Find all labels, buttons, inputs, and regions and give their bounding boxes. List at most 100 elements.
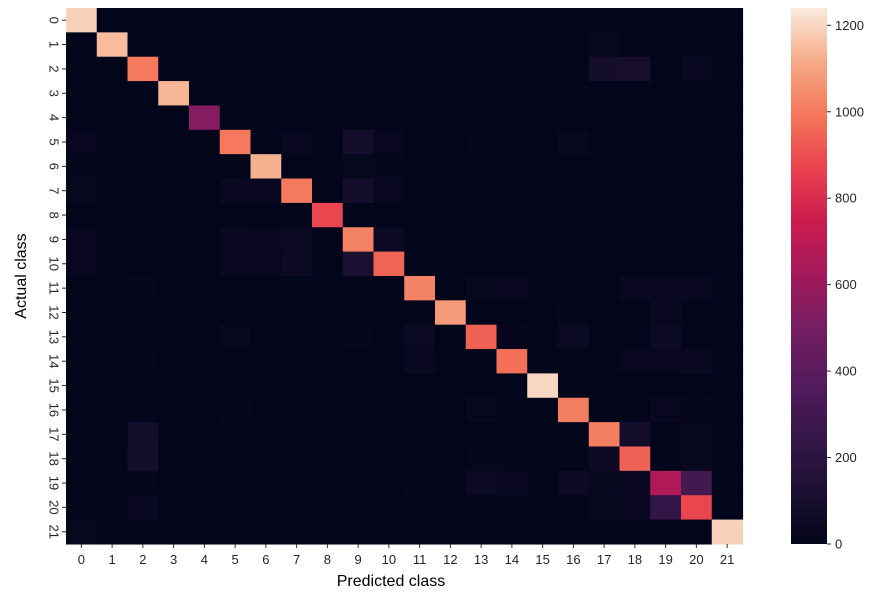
- y-tick-label: 18: [46, 451, 61, 465]
- heatmap-cell-9-11: [404, 227, 436, 253]
- heatmap-cell-5-12: [435, 129, 467, 155]
- heatmap-cell-17-12: [435, 422, 467, 448]
- heatmap-cell-21-14: [496, 519, 528, 545]
- heatmap-cell-6-13: [465, 154, 498, 180]
- heatmap-cell-21-5: [219, 519, 252, 545]
- heatmap-cell-9-8: [312, 227, 344, 253]
- heatmap-cell-1-15: [527, 32, 559, 58]
- heatmap-cell-6-11: [404, 154, 436, 180]
- heatmap-cell-8-3: [158, 202, 190, 228]
- heatmap-cell-15-10: [373, 373, 405, 399]
- heatmap-cell-7-19: [650, 178, 682, 204]
- heatmap-cell-4-5: [219, 105, 252, 131]
- heatmap-cell-6-17: [588, 154, 621, 180]
- heatmap-cell-21-1: [96, 519, 129, 545]
- heatmap-cell-17-15: [527, 422, 559, 448]
- heatmap-cell-15-2: [127, 373, 159, 399]
- heatmap-cell-5-4: [189, 129, 221, 155]
- heatmap-cell-10-9: [342, 251, 375, 277]
- heatmap-cell-11-2: [127, 275, 159, 301]
- heatmap-cell-6-1: [96, 154, 129, 180]
- heatmap-cell-9-18: [619, 227, 651, 253]
- heatmap-cell-9-13: [465, 227, 498, 253]
- heatmap-cell-1-3: [158, 32, 190, 58]
- heatmap-cell-17-20: [681, 422, 713, 448]
- heatmap-cell-0-18: [619, 8, 651, 33]
- heatmap-cell-7-10: [373, 178, 405, 204]
- heatmap-cell-13-17: [588, 324, 621, 350]
- heatmap-cell-16-18: [619, 397, 651, 423]
- heatmap-cell-9-0: [66, 227, 98, 253]
- heatmap-cell-5-7: [281, 129, 313, 155]
- heatmap-cell-21-2: [127, 519, 159, 545]
- heatmap-cell-3-1: [96, 81, 129, 107]
- heatmap-cell-14-5: [219, 349, 252, 374]
- heatmap-cell-2-4: [189, 56, 221, 82]
- heatmap-cell-15-1: [96, 373, 129, 399]
- heatmap-cell-15-9: [342, 373, 375, 399]
- heatmap-cell-11-8: [312, 275, 344, 301]
- heatmap-cell-3-7: [281, 81, 313, 107]
- heatmap-cell-20-6: [250, 495, 282, 521]
- heatmap-cell-6-14: [496, 154, 528, 180]
- heatmap-cell-6-4: [189, 154, 221, 180]
- heatmap-cell-11-10: [373, 275, 405, 301]
- heatmap-cell-0-7: [281, 8, 313, 33]
- heatmap-cell-15-11: [404, 373, 436, 399]
- heatmap-cell-7-5: [219, 178, 252, 204]
- heatmap-cell-8-5: [219, 202, 252, 228]
- heatmap-cell-13-19: [650, 324, 682, 350]
- heatmap-cell-10-15: [527, 251, 559, 277]
- heatmap-cell-1-7: [281, 32, 313, 58]
- heatmap-cell-10-13: [465, 251, 498, 277]
- heatmap-cell-1-16: [558, 32, 590, 58]
- heatmap-cell-5-20: [681, 129, 713, 155]
- heatmap-cell-5-9: [342, 129, 375, 155]
- heatmap-cell-11-7: [281, 275, 313, 301]
- heatmap-cell-0-1: [96, 8, 129, 33]
- colorbar-tick-label: 200: [835, 450, 857, 465]
- heatmap-cell-2-8: [312, 56, 344, 82]
- x-tick-label: 21: [720, 552, 734, 567]
- heatmap-cell-0-12: [435, 8, 467, 33]
- heatmap-cell-18-3: [158, 446, 190, 472]
- heatmap-cell-1-5: [219, 32, 252, 58]
- heatmap-cell-4-15: [527, 105, 559, 131]
- heatmap-cell-0-2: [127, 8, 159, 33]
- heatmap-cell-12-20: [681, 300, 713, 326]
- heatmap-cell-13-15: [527, 324, 559, 350]
- heatmap-cell-4-13: [465, 105, 498, 131]
- heatmap-cell-21-20: [681, 519, 713, 545]
- x-tick-label: 12: [443, 552, 457, 567]
- heatmap-cell-19-9: [342, 470, 375, 496]
- heatmap-cell-16-2: [127, 397, 159, 423]
- heatmap-cell-6-18: [619, 154, 651, 180]
- heatmap-cell-17-5: [219, 422, 252, 448]
- heatmap-cell-4-12: [435, 105, 467, 131]
- heatmap-cell-12-0: [66, 300, 98, 326]
- heatmap-cell-18-5: [219, 446, 252, 472]
- heatmap-cell-9-12: [435, 227, 467, 253]
- heatmap-cell-9-9: [342, 227, 375, 253]
- heatmap-cell-12-6: [250, 300, 282, 326]
- heatmap-cell-8-21: [711, 202, 744, 228]
- heatmap-cell-21-11: [404, 519, 436, 545]
- heatmap-cell-3-10: [373, 81, 405, 107]
- heatmap-cell-18-21: [711, 446, 744, 472]
- heatmap-cell-9-19: [650, 227, 682, 253]
- heatmap-cell-17-17: [588, 422, 621, 448]
- heatmap-cell-16-1: [96, 397, 129, 423]
- heatmap-cell-18-2: [127, 446, 159, 472]
- x-tick-label: 16: [566, 552, 580, 567]
- heatmap-cell-6-6: [250, 154, 282, 180]
- heatmap-cell-14-11: [404, 349, 436, 374]
- heatmap-cell-17-10: [373, 422, 405, 448]
- heatmap-cell-8-0: [66, 202, 98, 228]
- heatmap-cell-4-9: [342, 105, 375, 131]
- heatmap-cell-10-7: [281, 251, 313, 277]
- heatmap-cell-19-21: [711, 470, 744, 496]
- x-tick-label: 11: [413, 552, 427, 567]
- heatmap-cell-4-10: [373, 105, 405, 131]
- heatmap-cell-9-21: [711, 227, 744, 253]
